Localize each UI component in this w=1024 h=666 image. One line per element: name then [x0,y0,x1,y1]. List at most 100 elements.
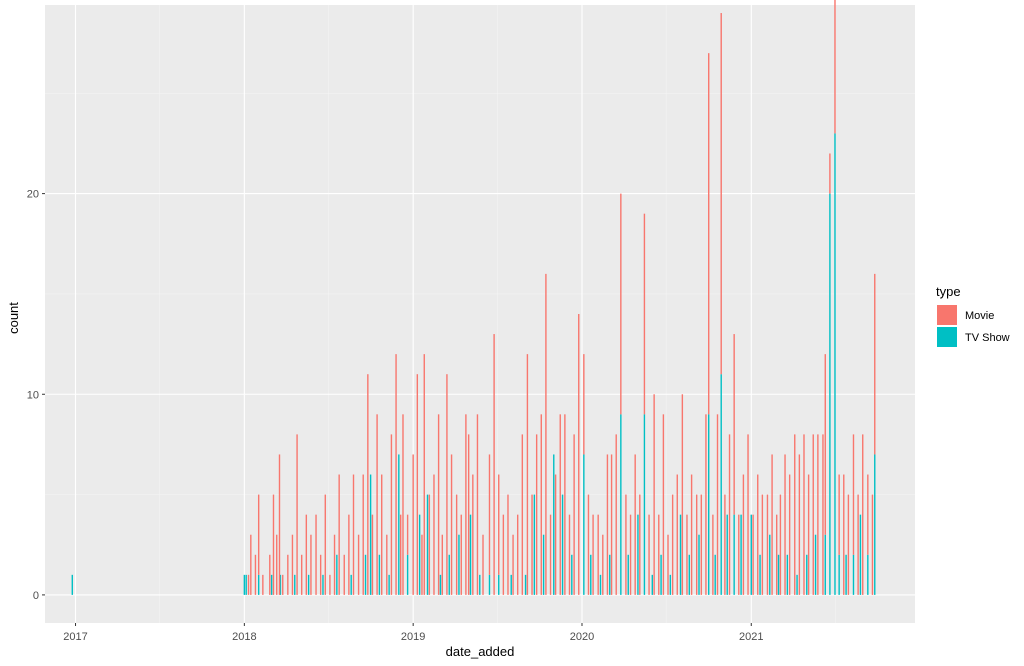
bar-movie [441,534,444,595]
bar-tv-show [364,554,367,595]
bar-tv-show [824,534,826,595]
bar-movie [390,434,393,595]
legend: type Movie TV Show [936,284,1010,347]
bar-movie [371,514,374,595]
bar-tv-show [643,414,646,595]
bar-movie [386,534,388,595]
bar-movie [488,454,491,575]
bar-movie [437,414,440,595]
bar-tv-show [637,514,639,595]
bar-movie [254,554,257,595]
bar-movie [568,514,571,595]
bar-tv-show [479,574,481,595]
bar-movie [433,474,435,595]
bar-movie [498,474,500,575]
bar-movie [690,474,693,595]
bar-tv-show [852,554,855,595]
bar-movie [521,434,524,595]
bar-tv-show [660,554,662,595]
bar-tv-show [322,574,324,595]
bar-tv-show [571,554,573,595]
y-axis-title: count [6,302,21,334]
bar-tv-show [859,514,862,595]
bar-movie [278,454,281,595]
bar-tv-show [867,554,869,595]
bar-movie [653,394,655,595]
bar-movie [761,494,764,595]
bar-movie [450,454,453,595]
bar-movie [681,394,684,595]
bar-movie [262,574,264,595]
bar-movie [526,354,529,595]
y-axis: 0 10 20 [27,189,45,602]
bar-movie [315,514,317,595]
bar-movie [343,554,345,595]
major-gridlines [45,5,915,623]
bar-tv-show [336,554,338,595]
bar-tv-show [245,574,247,595]
bar-movie [587,494,590,595]
bar-movie [559,414,561,595]
x-tick-label: 2020 [570,631,594,643]
legend-title: type [936,284,961,299]
bar-movie [300,554,303,595]
bar-movie [817,434,819,595]
bar-movie [742,474,745,595]
bar-tv-show [720,374,722,595]
bar-tv-show [378,554,381,595]
bar-movie [395,354,397,595]
plot-panel [45,5,915,623]
bar-tv-show [708,414,710,595]
bar-movie [381,474,383,595]
bar-tv-show [369,474,372,595]
bar-movie [412,454,414,595]
bar-tv-show [620,414,622,595]
bar-tv-show [270,574,273,595]
bar-tv-show [448,554,450,595]
bar-movie [871,494,874,595]
bar-movie [776,514,778,595]
bar-tv-show [609,554,611,595]
bar-movie [276,534,278,595]
bar-movie [247,574,250,595]
bar-movie [507,494,509,595]
bar-tv-show [688,554,690,595]
bar-movie [269,554,271,595]
bar-movie [502,514,505,595]
bar-tv-show [71,574,73,595]
bar-tv-show [714,554,716,595]
bar-tv-show [553,454,555,595]
bar-tv-show [874,454,876,595]
bar-movie [752,514,754,595]
bar-movie [573,434,575,595]
bar-movie [716,414,719,595]
bar-movie [620,193,622,415]
bar-tv-show [627,554,629,595]
bar-movie [662,414,665,595]
x-tick-label: 2021 [739,631,763,643]
bar-tv-show [498,574,500,595]
bar-movie [822,434,824,595]
y-tick-label: 10 [27,389,39,401]
bar-movie [862,434,864,595]
bar-movie [592,514,594,595]
bar-movie [531,494,533,595]
bar-tv-show [845,554,847,595]
legend-label-tv-show: TV Show [965,332,1010,344]
bar-movie [757,474,759,595]
bar-tv-show [750,514,752,595]
bar-movie [671,494,674,595]
bar-movie [728,434,731,595]
bar-movie [406,514,409,555]
bar-movie [824,354,826,535]
bar-movie [362,474,364,595]
bar-tv-show [829,193,831,595]
bar-movie [874,273,876,455]
bar-tv-show [796,574,798,595]
x-axis: 2017 2018 2019 2020 2021 [63,623,764,643]
bar-movie [829,153,831,194]
bar-movie [747,434,749,595]
bar-movie [319,554,322,595]
bar-tv-show [398,454,400,595]
